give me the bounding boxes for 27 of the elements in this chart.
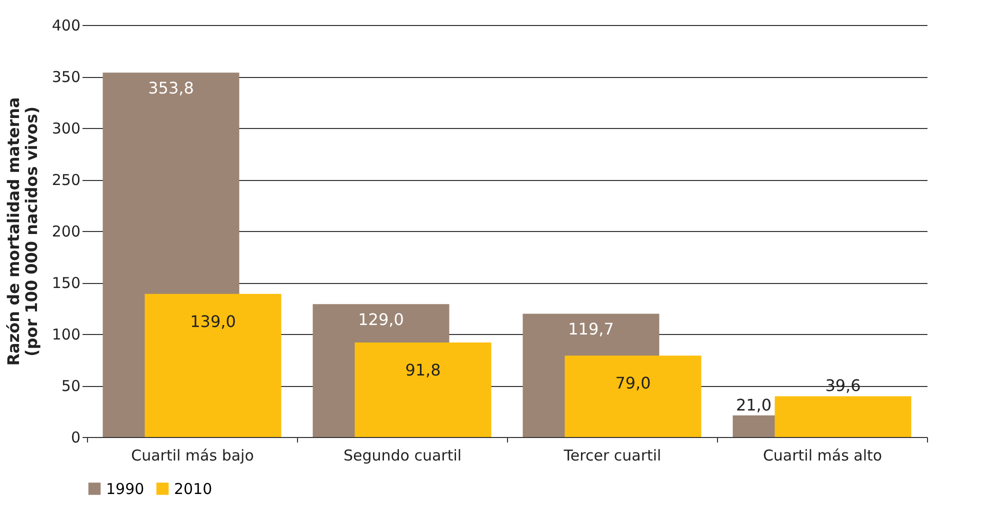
data-label: 119,7 xyxy=(568,320,614,339)
bar xyxy=(144,294,282,437)
data-label: 353,8 xyxy=(148,78,194,98)
y-tick-label: 50 xyxy=(61,377,80,395)
bar xyxy=(354,342,492,437)
bar xyxy=(564,356,702,437)
y-tick-label: 0 xyxy=(70,428,80,446)
y-tick-label: 400 xyxy=(52,16,80,34)
legend-label: 1990 xyxy=(106,480,144,498)
x-tick-label: Tercer cuartil xyxy=(562,446,662,464)
bar xyxy=(774,396,912,437)
data-label: 129,0 xyxy=(358,310,404,330)
data-label: 139,0 xyxy=(190,312,236,331)
x-tick-label: Cuartil más alto xyxy=(762,446,882,464)
y-tick-label: 250 xyxy=(52,171,80,189)
x-tick-label: Cuartil más bajo xyxy=(131,446,254,464)
y-tick-label: 200 xyxy=(52,222,80,240)
y-tick-label: 300 xyxy=(52,120,80,138)
y-axis-title: Razón de mortalidad materna (por 100 000 nacidos vivos) xyxy=(4,97,41,366)
data-label: 91,8 xyxy=(405,360,441,380)
y-tick-label: 150 xyxy=(52,274,80,292)
legend-label: 2010 xyxy=(174,480,212,498)
y-tick-label: 350 xyxy=(52,68,80,86)
x-tick-label: Segundo cuartil xyxy=(343,446,462,464)
data-label: 79,0 xyxy=(615,374,651,393)
data-label: 21,0 xyxy=(736,395,772,414)
y-tick-label: 100 xyxy=(52,326,80,344)
